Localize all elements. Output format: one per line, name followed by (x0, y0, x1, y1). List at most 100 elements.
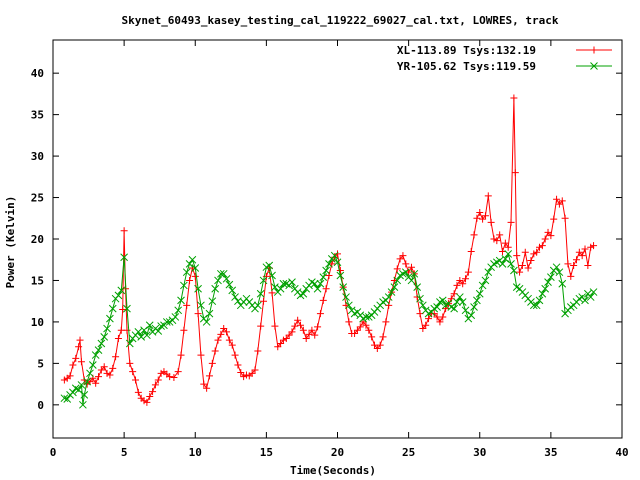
x-tick-label: 0 (50, 446, 57, 459)
data-point-cross (484, 268, 493, 277)
data-point-cross (501, 255, 510, 263)
data-point-plus (584, 262, 592, 270)
data-point-cross (433, 303, 441, 311)
data-point-plus (231, 351, 239, 359)
data-point-plus (191, 272, 199, 280)
data-point-plus (103, 369, 111, 377)
data-point-plus (154, 376, 162, 384)
series-1 (60, 94, 598, 406)
data-point-plus (114, 335, 122, 342)
legend-label: YR-105.62 Tsys:119.59 (397, 60, 536, 73)
data-point-plus (479, 215, 487, 223)
data-point-cross (384, 293, 393, 301)
data-point-cross (114, 291, 123, 300)
data-point-plus (60, 376, 68, 384)
data-point-cross (211, 284, 220, 293)
data-point-cross (268, 271, 276, 280)
data-point-plus (100, 363, 108, 371)
data-point-plus (228, 341, 236, 349)
data-point-plus (402, 260, 410, 268)
y-tick-label: 10 (31, 316, 44, 329)
data-point-cross (410, 269, 419, 278)
data-point-cross (69, 388, 77, 397)
data-point-plus (205, 372, 213, 380)
data-point-plus (373, 344, 381, 352)
data-point-cross (123, 304, 131, 313)
data-point-plus (260, 297, 268, 305)
data-point-cross (208, 297, 217, 306)
data-point-plus (501, 239, 509, 247)
data-point-plus (220, 325, 228, 333)
data-point-plus (214, 336, 222, 344)
data-point-plus (365, 326, 373, 334)
data-point-cross (162, 318, 171, 326)
data-point-plus (106, 371, 114, 379)
data-point-cross (475, 289, 484, 298)
data-point-plus (294, 316, 302, 324)
data-point-plus (590, 46, 598, 54)
data-point-plus (521, 248, 529, 256)
data-point-cross (339, 283, 348, 291)
data-point-plus (200, 380, 208, 388)
data-point-plus (425, 315, 433, 323)
data-point-cross (413, 283, 422, 291)
data-point-cross (586, 293, 595, 301)
data-point-cross (60, 394, 69, 403)
data-point-plus (544, 228, 552, 236)
data-point-plus (242, 371, 250, 379)
data-point-cross (91, 351, 100, 359)
data-point-plus (510, 94, 518, 102)
data-point-plus (208, 359, 216, 367)
data-point-plus (558, 197, 566, 205)
data-point-cross (191, 264, 200, 272)
data-point-plus (393, 265, 401, 273)
data-point-plus (538, 242, 546, 250)
data-point-cross (231, 293, 239, 301)
data-point-plus (504, 243, 512, 251)
data-point-plus (356, 323, 364, 331)
data-point-plus (511, 169, 519, 177)
data-point-cross (478, 281, 487, 290)
x-tick-label: 30 (473, 446, 486, 459)
data-point-plus (581, 245, 589, 253)
data-point-plus (186, 276, 194, 284)
data-point-plus (274, 343, 282, 351)
data-point-cross (504, 250, 513, 258)
data-point-cross (470, 303, 478, 311)
data-point-plus (322, 285, 330, 293)
data-point-plus (547, 232, 555, 240)
data-point-cross (80, 391, 89, 399)
data-point-plus (305, 330, 313, 338)
data-point-plus (422, 321, 430, 329)
data-point-cross (467, 311, 476, 320)
data-point-cross (510, 266, 518, 275)
data-point-plus (299, 326, 307, 334)
data-point-plus (572, 256, 580, 264)
data-point-plus (524, 264, 532, 272)
data-point-plus (76, 336, 84, 344)
data-point-cross (299, 289, 308, 298)
data-point-plus (487, 218, 495, 226)
data-point-cross (532, 301, 541, 310)
data-point-cross (83, 377, 91, 386)
data-point-cross (219, 269, 228, 278)
data-point-plus (462, 275, 470, 283)
data-point-plus (590, 242, 598, 250)
data-point-cross (157, 322, 165, 330)
data-point-plus (197, 351, 205, 359)
data-point-cross (407, 276, 416, 285)
data-point-cross (177, 296, 185, 305)
data-point-cross (125, 339, 134, 348)
data-point-cross (276, 284, 285, 293)
series-2 (60, 250, 598, 409)
data-point-plus (419, 325, 427, 333)
data-point-cross (63, 395, 72, 403)
data-point-cross (535, 296, 544, 305)
data-point-cross (558, 279, 567, 288)
data-point-plus (564, 260, 572, 268)
data-point-plus (279, 336, 287, 344)
data-point-cross (120, 253, 128, 262)
data-point-plus (149, 388, 157, 396)
data-point-plus (533, 248, 541, 256)
data-point-plus (297, 321, 305, 329)
